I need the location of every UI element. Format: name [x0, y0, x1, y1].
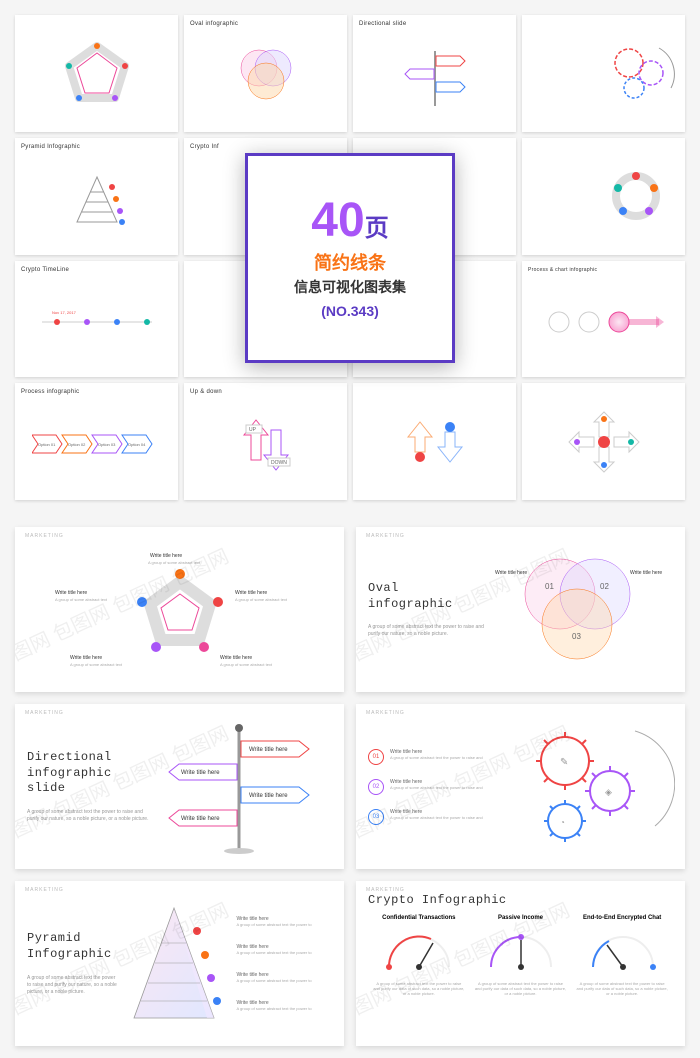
- svg-text:Write title here: Write title here: [495, 570, 527, 576]
- updown-icon: UP DOWN: [226, 410, 306, 480]
- mini-slide-venn: Oval infographic: [184, 15, 347, 132]
- svg-text:Write title here: Write title here: [70, 655, 102, 661]
- venn-icon: [231, 46, 301, 106]
- badge-number: 40页: [311, 197, 388, 245]
- detail-slide-venn: MARKETING Oval infographic A group of so…: [356, 527, 685, 692]
- venn-desc: A group of some abstract text the power …: [368, 624, 490, 638]
- pyramid-diagram: [119, 893, 229, 1033]
- svg-text:Write title here: Write title here: [249, 793, 288, 799]
- svg-text:UP: UP: [249, 427, 257, 433]
- pyramid-icon: [62, 167, 132, 232]
- gear-list-item-2: 02 Write title hereA group of some abstr…: [368, 779, 505, 795]
- mini-slide-pentagon: [15, 15, 178, 132]
- svg-text:◈: ◈: [605, 787, 612, 797]
- svg-text:Option 02: Option 02: [68, 442, 86, 447]
- cycle-icon: [601, 166, 671, 226]
- gauge-1: Confidential Transactions A group of som…: [373, 915, 465, 1034]
- badge-subtitle-2: 信息可视化图表集: [292, 277, 408, 297]
- pyramid-level-2: Write title hereA group of some abstract…: [237, 944, 333, 955]
- center-badge: 40页 简约线条 信息可视化图表集 (NO.343): [245, 153, 455, 363]
- svg-text:DOWN: DOWN: [271, 460, 287, 466]
- detail-slide-pyramid: MARKETING Pyramid Infographic A group of…: [15, 881, 344, 1046]
- gear-list-item-3: 03 Write title hereA group of some abstr…: [368, 809, 505, 825]
- detail-slide-gauges: MARKETING Crypto Infographic Confidentia…: [356, 881, 685, 1046]
- mini-slide-process-chart: Process & chart infographic: [522, 261, 685, 378]
- svg-text:✎: ✎: [560, 757, 568, 768]
- arrows-cross-icon: [385, 407, 485, 477]
- svg-text:◔: ◔: [560, 818, 565, 827]
- mini-slide-signpost: Directional slide: [353, 15, 516, 132]
- chevron-icon: Option 01 Option 02 Option 03 Option 04: [32, 432, 162, 457]
- svg-text:Option 04: Option 04: [128, 442, 146, 447]
- svg-text:Nov 17, 2017: Nov 17, 2017: [52, 310, 77, 315]
- svg-text:Write title here: Write title here: [181, 770, 220, 776]
- badge-number-tag: (NO.343): [321, 303, 379, 319]
- pentagon-icon: [57, 38, 137, 108]
- svg-text:03: 03: [572, 632, 581, 641]
- venn-diagram: 01 02 03 Write title here Write title he…: [490, 539, 670, 684]
- mini-slide-cross-arrows: [522, 383, 685, 500]
- gauges-title: Crypto Infographic: [368, 893, 673, 909]
- detail-slide-pentagon: MARKETING Write title here A group of so…: [15, 527, 344, 692]
- signpost-title: Directional infographic slide: [27, 750, 149, 797]
- mini-slide-chevron: Process infographic Option 01 Option 02 …: [15, 383, 178, 500]
- svg-text:Write title here: Write title here: [150, 553, 182, 559]
- pyramid-level-4: Write title hereA group of some abstract…: [237, 1000, 333, 1011]
- detail-slide-signpost: MARKETING Directional infographic slide …: [15, 704, 344, 869]
- signpost-icon: [400, 41, 470, 111]
- pyramid-desc: A group of some abstract text the power …: [27, 975, 119, 996]
- svg-text:01: 01: [545, 582, 554, 591]
- svg-text:Write title here: Write title here: [235, 590, 267, 596]
- cross-arrows-icon: [559, 407, 649, 477]
- svg-text:A group of some abstract text: A group of some abstract text: [220, 662, 273, 667]
- svg-text:Option 01: Option 01: [38, 442, 56, 447]
- pyramid-level-1: Write title hereA group of some abstract…: [237, 916, 333, 927]
- detail-grid: MARKETING Write title here A group of so…: [0, 515, 700, 1058]
- gears-icon: [599, 38, 679, 108]
- svg-text:Write title here: Write title here: [181, 816, 220, 822]
- svg-text:Write title here: Write title here: [630, 570, 662, 576]
- mini-slide-arrows-cross: [353, 383, 516, 500]
- svg-text:Write title here: Write title here: [55, 590, 87, 596]
- mini-slide-pyramid: Pyramid Infographic: [15, 138, 178, 255]
- pyramid-title: Pyramid Infographic: [27, 931, 119, 962]
- svg-text:A group of some abstract text: A group of some abstract text: [55, 597, 108, 602]
- timeline-icon: Nov 17, 2017: [37, 302, 157, 342]
- gears-diagram: ✎ ◈ ◔: [505, 716, 675, 861]
- svg-text:02: 02: [600, 582, 609, 591]
- svg-text:Write title here: Write title here: [220, 655, 252, 661]
- gauge-2: Passive Income A group of some abstract …: [475, 915, 567, 1034]
- mini-slide-updown: Up & down UP DOWN: [184, 383, 347, 500]
- gauge-3: End-to-End Encrypted Chat A group of som…: [576, 915, 668, 1034]
- mini-slide-cycle: [522, 138, 685, 255]
- signpost-diagram: Write title here Write title here Write …: [149, 716, 329, 861]
- svg-text:A group of some abstract text: A group of some abstract text: [148, 560, 201, 565]
- venn-title: Oval infographic: [368, 581, 490, 612]
- mini-slide-gears: [522, 15, 685, 132]
- pentagon-diagram: Write title here A group of some abstrac…: [40, 539, 320, 684]
- pyramid-level-3: Write title hereA group of some abstract…: [237, 972, 333, 983]
- svg-text:Write title here: Write title here: [249, 747, 288, 753]
- process-chart-icon: [544, 302, 664, 342]
- svg-text:A group of some abstract text: A group of some abstract text: [70, 662, 123, 667]
- svg-text:Option 03: Option 03: [98, 442, 116, 447]
- gear-list-item-1: 01 Write title hereA group of some abstr…: [368, 749, 505, 765]
- svg-text:A group of some abstract text: A group of some abstract text: [235, 597, 288, 602]
- badge-subtitle-1: 简约线条: [314, 249, 386, 275]
- signpost-desc: A group of some abstract text the power …: [27, 809, 149, 823]
- detail-slide-gears: MARKETING 01 Write title hereA group of …: [356, 704, 685, 869]
- mini-slide-timeline: Crypto TimeLine Nov 17, 2017: [15, 261, 178, 378]
- mini-grid-section: Oval infographic Directional slide: [0, 0, 700, 515]
